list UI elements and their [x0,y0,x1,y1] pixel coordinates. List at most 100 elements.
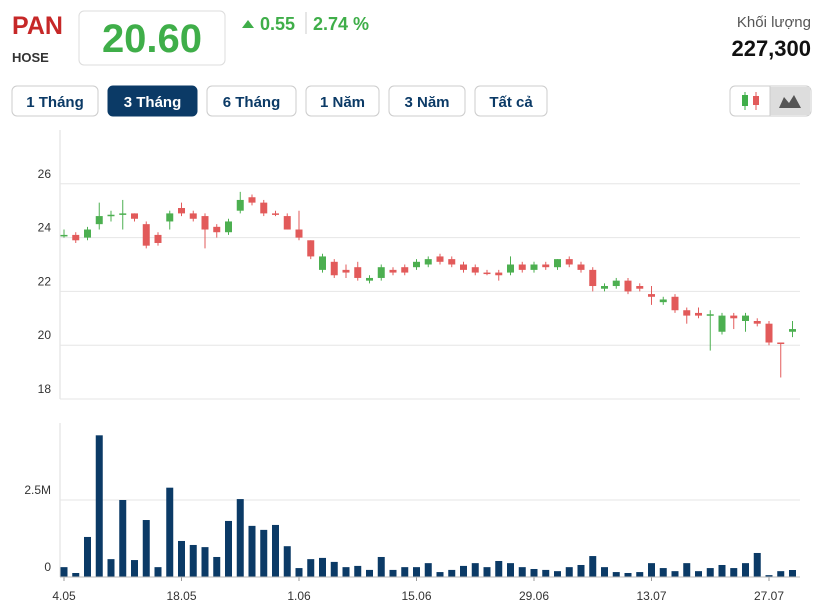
volume-bar [683,563,691,577]
exchange: HOSE [12,50,49,65]
volume-bar [178,540,185,577]
charts: 18 20 22 24 26 0 2.5M 4.05 18.05 1.06 15.06 29.06 13… [24,130,800,603]
volume-bar [95,435,103,577]
candle-body [577,264,585,270]
candle-body [60,234,68,237]
range-button-label[interactable]: 3 Tháng [124,94,182,111]
volume-bar [154,567,162,577]
volume-bar [60,567,68,577]
toggle-active[interactable] [770,87,810,115]
candle-body [401,267,409,273]
candle-body [765,323,773,343]
candle-body [107,214,115,217]
range-button-label[interactable]: 6 Tháng [223,94,281,111]
candle-body [612,280,620,287]
candle-body [283,216,291,230]
volume-bar [777,571,785,577]
volume-bar [72,572,80,577]
x-tick-label: 15.06 [401,589,431,603]
candle-body [695,312,702,316]
range-button-label[interactable]: Tất cả [489,94,533,111]
range-button-label[interactable]: 3 Năm [404,94,449,111]
x-tick-label: 27.07 [754,589,784,603]
candle-body [495,272,503,276]
candle-body [648,294,655,297]
candle-icon [742,92,759,110]
x-tick-label: 4.05 [52,589,76,603]
y-tick-label: 24 [38,221,52,235]
volume-bar [612,572,620,577]
volume-bar [283,546,291,577]
candle-body [342,269,350,273]
candle-body [389,269,397,273]
candle-body [436,256,444,262]
volume-bar [730,568,738,577]
y-tick-label: 0 [44,560,51,574]
candle-body [460,264,467,270]
candle-body [248,197,256,203]
candle-body [154,234,162,243]
range-button[interactable] [474,85,548,117]
candle-body [730,315,738,319]
range-buttons: 1 Tháng 3 Tháng 6 Tháng 1 Năm 3 Năm Tất cả [11,85,548,117]
candle-body [471,267,479,273]
volume-bar [342,567,350,577]
volume: 227,300 [731,36,811,61]
area-icon [779,95,801,108]
candle-body [84,229,91,238]
candle-body [424,259,432,265]
x-tick-label: 13.07 [636,589,666,603]
volume-bar [671,571,679,577]
candle-body [377,267,385,278]
range-button[interactable] [305,85,380,117]
volume-bar [659,568,667,577]
candle-body [213,226,221,233]
candle-body [330,261,338,276]
volume-bar [401,567,409,577]
range-button[interactable] [107,85,198,117]
volume-bar [366,569,373,577]
volume-bar [554,571,561,577]
range-button[interactable] [11,85,99,117]
candle-body [201,216,209,230]
volume-bar [530,568,538,577]
volume-bar [107,559,115,577]
candle-body [671,296,679,311]
candle-body [272,213,279,215]
volume-bar [471,563,479,577]
candle-body [683,310,691,316]
volume-bar [601,567,608,577]
volume-bar [460,565,467,577]
candle-body [507,264,514,273]
candle-body [131,213,138,219]
volume-bar [624,572,632,577]
candle-body [601,286,608,289]
candle-body [636,286,644,289]
y-tick-label: 2.5M [24,483,51,497]
candle-body [742,315,749,321]
volume-bar [189,544,197,577]
x-tick-label: 29.06 [519,589,549,603]
candle-body [260,202,268,214]
volume-bar [542,569,550,577]
volume-bar [706,568,714,577]
volume-bar [436,572,444,577]
range-button[interactable] [206,85,297,117]
range-button[interactable] [388,85,466,117]
volume-bar [753,552,761,577]
range-button-label[interactable]: 1 Năm [320,94,365,111]
volume-bar [636,572,644,577]
candle-body [413,261,420,268]
y-tick-label: 18 [38,382,52,396]
range-button-label[interactable]: 1 Tháng [26,94,84,111]
volume-bar [225,520,232,577]
volume-bar [330,561,338,577]
volume-bar [377,556,385,577]
candle-body [659,299,667,303]
candle-body [189,213,197,219]
volume-bar [765,575,773,577]
volume-bar [142,520,150,577]
candle-body [542,264,550,268]
candle-body [789,329,796,332]
